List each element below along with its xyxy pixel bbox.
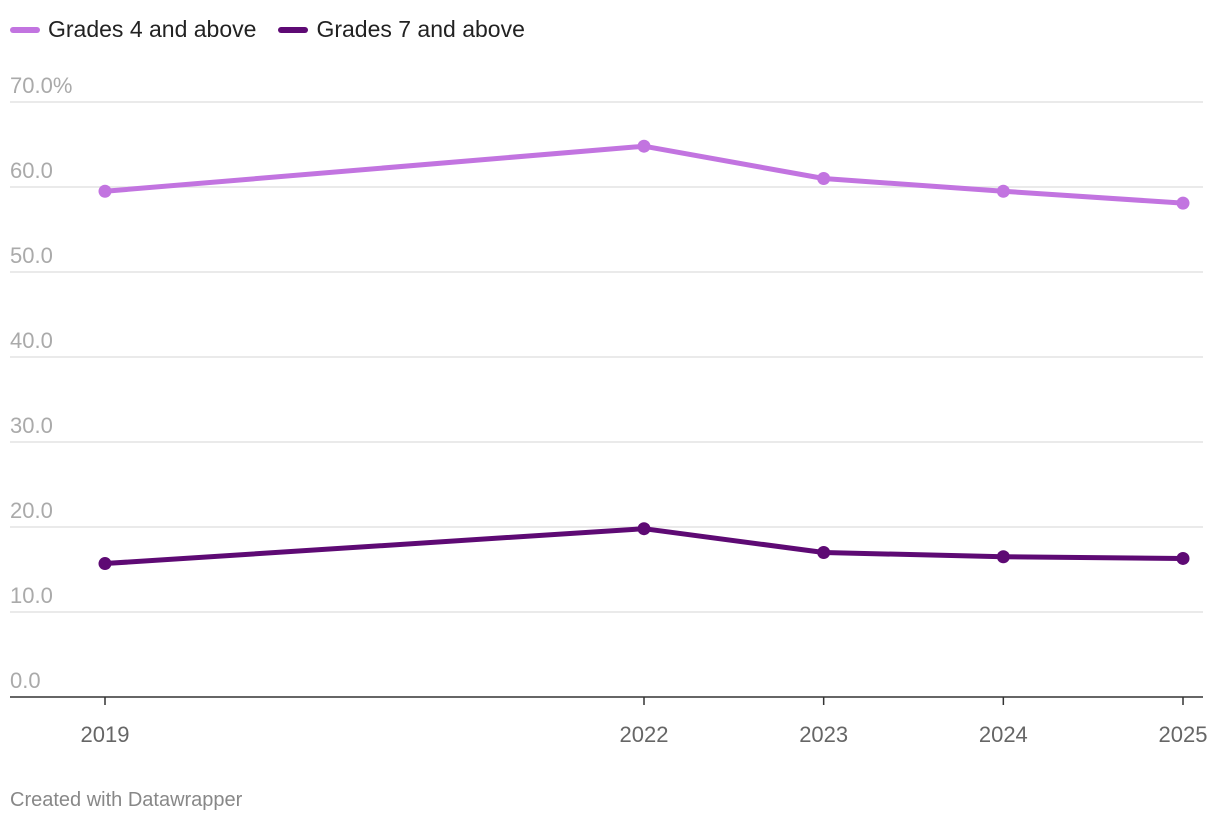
x-tick-label: 2023 (799, 722, 848, 747)
y-tick-label: 70.0% (10, 73, 72, 98)
data-point (637, 522, 651, 536)
legend-label-grades-7: Grades 7 and above (316, 16, 525, 42)
credit-text: Created with Datawrapper (10, 789, 243, 811)
x-tick-label: 2024 (979, 722, 1028, 747)
chart-legend: Grades 4 and above Grades 7 and above (10, 16, 525, 43)
legend-item-grades-7: Grades 7 and above (278, 16, 525, 43)
y-axis-tick-labels: 0.0 10.0 20.0 30.0 40.0 50.0 60.0 70.0% (10, 73, 72, 693)
x-tick-label: 2025 (1159, 722, 1208, 747)
legend-item-grades-4: Grades 4 and above (10, 16, 256, 43)
data-point (996, 184, 1010, 198)
y-tick-label: 0.0 (10, 668, 41, 693)
y-tick-label: 50.0 (10, 243, 53, 268)
legend-swatch-grades-7 (278, 26, 309, 33)
series-lines (98, 139, 1190, 571)
data-point (1176, 196, 1190, 210)
x-tick-label: 2022 (620, 722, 669, 747)
series-line-1 (102, 143, 1186, 206)
y-tick-label: 30.0 (10, 413, 53, 438)
data-point (996, 550, 1010, 564)
y-tick-label: 60.0 (10, 158, 53, 183)
data-point (637, 139, 651, 153)
legend-swatch-grades-4 (10, 26, 40, 33)
y-tick-label: 40.0 (10, 328, 53, 353)
data-point (817, 546, 831, 559)
x-axis: 2019 2022 2023 2024 2025 (10, 696, 1208, 747)
grid-lines (10, 101, 1203, 613)
data-point (98, 557, 112, 571)
data-point (1176, 551, 1190, 565)
data-point (98, 184, 112, 198)
y-tick-label: 20.0 (10, 498, 53, 523)
y-tick-label: 10.0 (10, 583, 53, 608)
legend-label-grades-4: Grades 4 and above (48, 16, 257, 42)
data-point (817, 172, 831, 185)
x-tick-label: 2019 (81, 722, 130, 747)
